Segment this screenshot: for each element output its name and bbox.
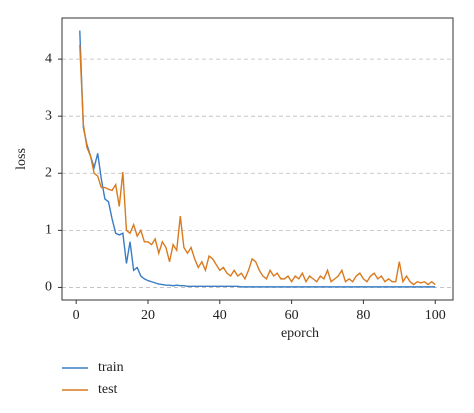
line-series xyxy=(79,30,436,288)
x-tick-label: 100 xyxy=(425,308,446,323)
y-tick-label: 4 xyxy=(45,51,52,66)
plot-frame xyxy=(61,17,454,301)
x-tick-label: 80 xyxy=(356,308,370,323)
y-tick-label: 0 xyxy=(45,280,52,295)
x-tick-label: 20 xyxy=(141,308,155,323)
line-series xyxy=(79,44,436,286)
y-tick-label: 3 xyxy=(45,108,52,123)
x-tick-label: 0 xyxy=(73,308,80,323)
y-tick-label: 1 xyxy=(45,223,52,238)
x-axis-label: eporch xyxy=(281,326,319,341)
x-tick-label: 60 xyxy=(285,308,299,323)
legend-label: test xyxy=(98,382,118,397)
y-axis-label: loss xyxy=(14,148,29,170)
y-tick-label: 2 xyxy=(45,165,52,180)
x-tick-label: 40 xyxy=(213,308,227,323)
legend-label: train xyxy=(98,360,124,375)
